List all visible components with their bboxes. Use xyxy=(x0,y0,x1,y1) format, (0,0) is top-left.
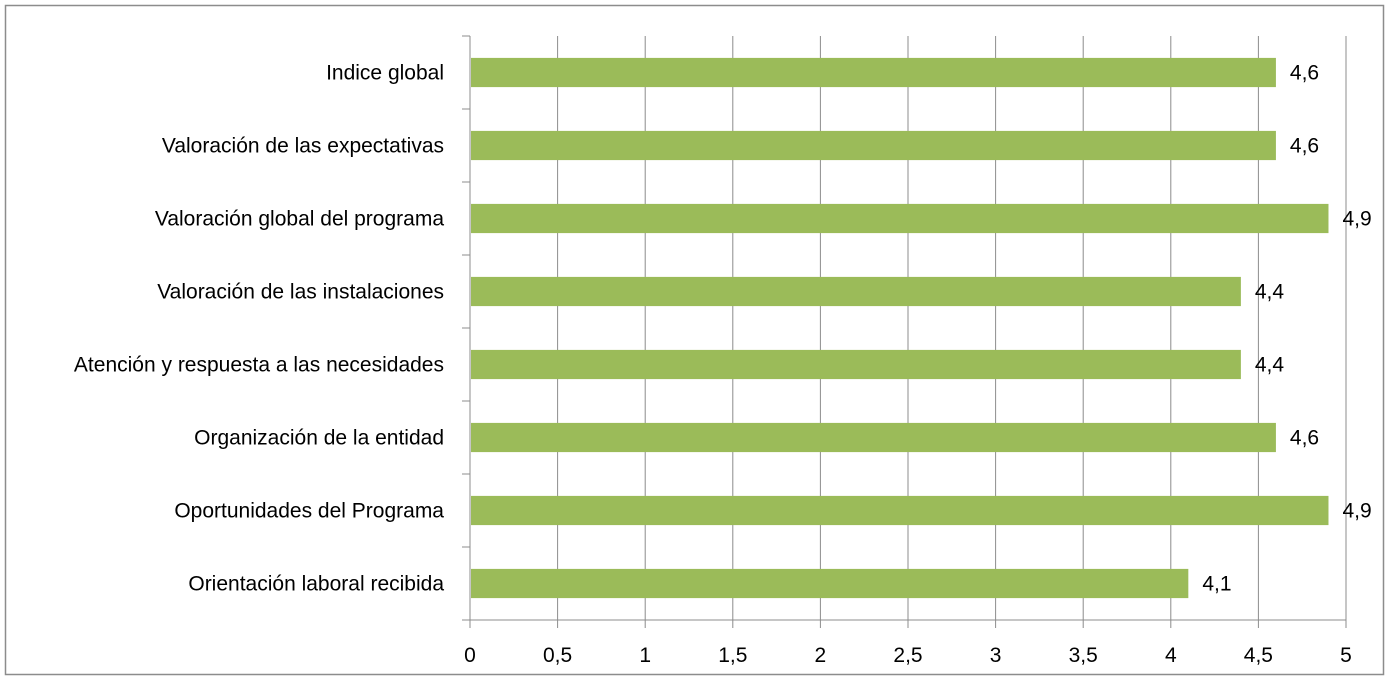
category-label: Organización de la entidad xyxy=(194,427,444,450)
x-tick-label: 2,5 xyxy=(893,644,922,667)
bar xyxy=(471,57,1276,88)
x-tick-label: 1,5 xyxy=(718,644,747,667)
bar xyxy=(471,568,1189,599)
category-label: Orientación laboral recibida xyxy=(188,573,444,596)
data-label: 4,4 xyxy=(1255,354,1285,377)
data-label: 4,6 xyxy=(1290,62,1319,85)
x-tick-label: 2 xyxy=(815,644,827,667)
x-tick-label: 3,5 xyxy=(1069,644,1098,667)
data-label: 4,1 xyxy=(1202,573,1231,596)
x-tick-label: 5 xyxy=(1340,644,1352,667)
x-tick-label: 3 xyxy=(990,644,1002,667)
x-tick-label: 4,5 xyxy=(1244,644,1273,667)
data-label: 4,4 xyxy=(1255,281,1285,304)
bar xyxy=(471,203,1329,234)
category-label: Indice global xyxy=(326,62,444,85)
x-tick-label: 1 xyxy=(639,644,651,667)
bar xyxy=(471,130,1276,161)
data-label: 4,6 xyxy=(1290,427,1319,450)
data-label: 4,9 xyxy=(1342,500,1371,523)
x-tick-label: 0 xyxy=(464,644,476,667)
bar xyxy=(471,495,1329,526)
category-label: Atención y respuesta a las necesidades xyxy=(74,354,444,377)
category-label: Valoración de las instalaciones xyxy=(157,281,444,304)
category-label: Oportunidades del Programa xyxy=(174,500,444,523)
x-tick-label: 4 xyxy=(1165,644,1177,667)
chart-border xyxy=(4,4,1385,676)
bar xyxy=(471,422,1276,453)
x-tick-label: 0,5 xyxy=(543,644,572,667)
category-label: Valoración de las expectativas xyxy=(162,135,444,158)
bar xyxy=(471,349,1241,380)
category-label: Valoración global del programa xyxy=(155,208,444,231)
data-label: 4,9 xyxy=(1342,208,1371,231)
data-label: 4,6 xyxy=(1290,135,1319,158)
bar xyxy=(471,276,1241,307)
axes xyxy=(462,35,1347,628)
labels: 0 0,5 1 1,5 2 2,5 3 3,5 4 4,5 5 Indice global 4,6 Val… xyxy=(74,62,1372,668)
bars xyxy=(471,57,1329,599)
